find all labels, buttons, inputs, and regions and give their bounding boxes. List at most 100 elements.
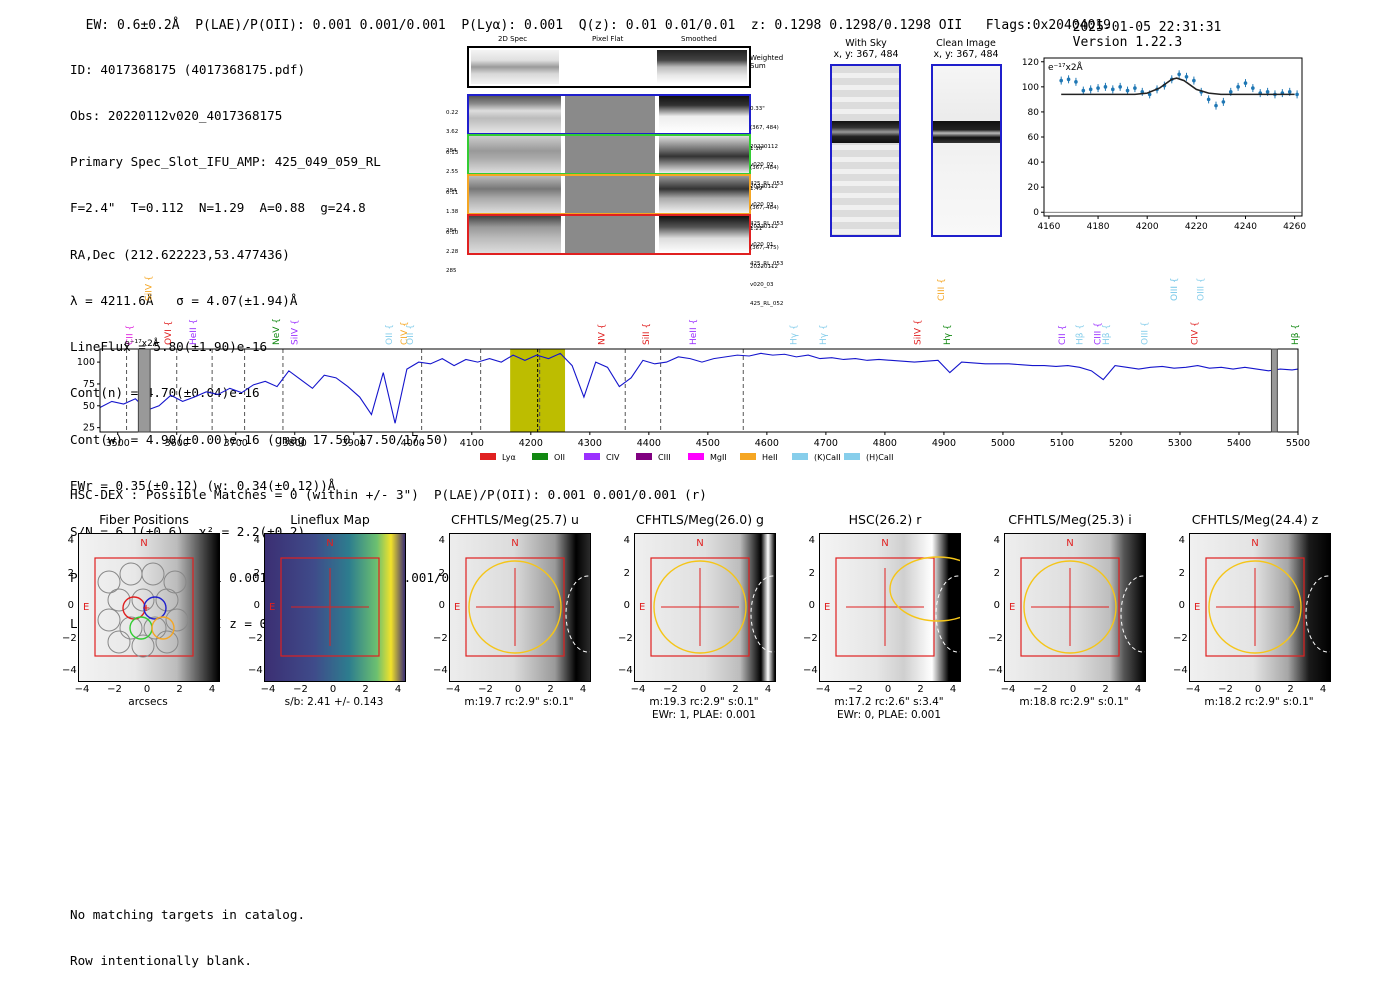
data-point [1066,77,1071,82]
smooth-image [659,176,749,213]
aperture-circle [1208,560,1302,654]
panel-y-tick: −4 [618,665,633,676]
zoom-ylabel-note: e⁻¹⁷x2Å [1048,61,1084,73]
footer-notes: No matching targets in catalog. Row inte… [70,876,305,984]
panel-x-tick: 2 [732,684,739,695]
panel-y-tick: 4 [67,535,74,546]
stat-value: 0.22 [446,110,459,117]
panel-x-tick: 0 [514,684,522,695]
meta-value: v020_03 [750,282,774,289]
meta-value: 20220112 [750,263,778,270]
data-point [1133,86,1137,90]
catalog-ellipse [1305,575,1330,653]
info-line: Obs: 20220112v020_4017368175 [70,108,283,124]
panel-overlay: NE [1009,538,1145,657]
panel-y-tick: 0 [1178,600,1185,611]
clean-coords: x, y: 367, 484 [933,49,999,60]
legend-label: CIV [606,453,620,462]
emission-label: OIII { [1197,277,1207,301]
x-tick-label: 4240 [1234,222,1257,230]
y-tick-label: 25 [83,423,95,434]
panel-y-tick: 4 [808,535,815,546]
panel-x-tick: −4 [74,684,90,695]
x-tick-label: 4160 [1037,222,1060,230]
spectrum-x-ticks: 3500 3600 3700 3800 3900 4000 4100 4200 4300 4400… [106,432,1310,449]
spectrum-line [99,352,1299,424]
info-line: LineFlux = 5.80(±1.90)e-16 [70,339,268,355]
north-label: N [1251,538,1258,549]
meta-value: 425_RL_052 [750,300,784,307]
data-point [1177,72,1181,77]
cutout-panel-image: + N E [78,533,220,682]
info-line: Cont(w) = 4.90(±0.00)e-16 (gmag 17.50 17… [70,431,450,447]
meta-value: (367, 484) [750,165,779,172]
data-point [1059,78,1063,83]
x-tick-label: 5000 [991,438,1015,449]
aperture-box [94,557,194,657]
panel-y-tick: −2 [248,632,263,644]
fiber-circle [107,630,131,654]
x-tick-label: 3500 [106,438,130,449]
spectrum-y-ticks: 25 50 75 100 [77,357,100,434]
data-point [1125,88,1130,93]
panel-x-tick: 4 [579,684,587,695]
aperture-box [465,557,565,657]
stat-value: 284 [446,147,457,154]
info-line: RA,Dec (212.622223,53.477436) [70,246,290,262]
hsc-dex-summary: HSC-DEX : Possible Matches = 0 (within +… [70,487,707,502]
spectrum-legend: Lyα OII CIV CIII MgII HeII (K)CaII (H)CaII [480,453,893,462]
y-tick-label: 60 [1028,133,1040,143]
emission-label: OIII { [1170,277,1180,301]
emission-label: CIV { [1191,321,1201,345]
stat-value: 2.55 [446,169,459,176]
panel-y-tick: −4 [248,665,263,676]
panel-y-tick: 0 [993,600,1000,611]
header-measurement-text: EW: 0.6±0.2Å P(LAE)/P(OII): 0.001 0.001/… [85,18,1111,33]
flat-image [565,176,655,213]
panel-overlay: NE [824,538,960,657]
x-tick-label: 4700 [814,438,838,449]
panel-x-tick: −4 [445,684,461,695]
panel-overlay: NE [454,538,590,657]
weighted-sum-cutout [467,46,751,88]
footer-line2: Row intentionally blank. [70,953,252,969]
east-label: E [824,602,830,613]
masked-region [137,348,151,433]
panel-x-tick: −2 [848,684,863,695]
panel-x-tick: −4 [630,684,646,695]
emission-label: OII { [385,324,395,345]
info-line: Primary Spec_Slot_IFU_AMP: 425_049_059_R… [70,154,381,170]
legend-swatch [480,453,496,460]
fiber-circle [143,616,167,640]
cutout-row-stats: 0.13 2.55 284 [446,138,458,206]
data-point [1103,85,1108,89]
data-point [1295,92,1299,97]
legend-label: OII [554,453,565,462]
catalog-ellipse [750,575,775,653]
emission-label: HeII { [189,319,199,345]
panel-y-tick: −2 [803,632,818,644]
emission-label: SiIV { [913,319,923,345]
panel-y-tick: 0 [623,600,630,611]
cutout-row-meta: 0.33" (367, 484) 20220112 v020_02 425_RL… [750,94,783,199]
panel-x-tick: 2 [547,684,554,695]
emission-label: OIII { [1170,277,1180,301]
panel-y-tick: 2 [253,567,260,579]
data-point [1265,90,1270,94]
imaging-panels: Fiber Positions + N E 4 2 0 −2 −4 −4 −2 0 2 4 arcsecs L… [0,510,1400,721]
legend-label: HeII [762,453,778,462]
header-measurements: EW: 0.6±0.2Å P(LAE)/P(OII): 0.001 0.001/… [70,3,1111,33]
zoom-data-points [1059,70,1299,110]
data-point [1192,78,1196,83]
info-line: F=2.4" T=0.112 N=1.29 A=0.88 g=24.8 [70,200,366,216]
smooth-image [659,96,749,133]
data-point [1221,100,1226,104]
panel-x-tick: 0 [329,684,337,695]
panel-y-tick: −2 [62,632,77,644]
data-point [1081,88,1086,93]
north-label: N [1066,538,1073,549]
weighted-2dspec-image [471,50,559,84]
smooth-image [659,216,749,253]
